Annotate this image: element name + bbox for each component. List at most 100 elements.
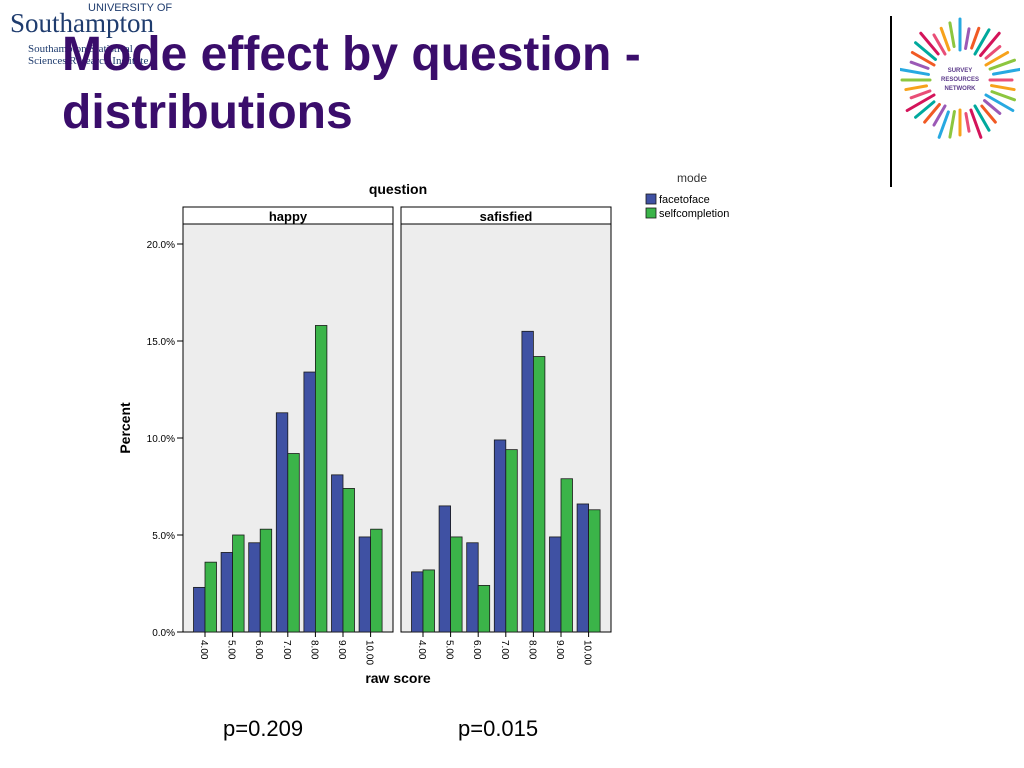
bar-selfcompletion	[450, 536, 463, 633]
logo-spoke	[970, 26, 981, 50]
logo-spoke	[991, 67, 1020, 76]
bar-facetoface	[220, 552, 234, 633]
bar-facetoface	[248, 542, 261, 633]
y-tick-label: 5.0%	[152, 531, 175, 542]
logo-spoke	[914, 100, 936, 119]
legend-label: facetoface	[659, 194, 710, 206]
x-tick-label: 8.00	[308, 640, 319, 660]
x-tick-label: 7.00	[281, 640, 292, 660]
y-axis-label: Percent	[117, 402, 133, 454]
bar-chart: question raw score Percent mode 0.0% 5.0%…	[117, 171, 729, 686]
bar-selfcompletion	[370, 528, 383, 633]
bar-facetoface	[549, 536, 562, 633]
logo-spokes	[900, 17, 1020, 139]
bar-selfcompletion	[287, 453, 300, 633]
x-axis-label: raw score	[365, 670, 431, 686]
chart-title: question	[369, 181, 427, 197]
logo-spoke	[964, 111, 971, 133]
panel-label: safisfied	[480, 209, 533, 224]
bar-selfcompletion	[342, 488, 355, 633]
p-value-happy: p=0.209	[223, 716, 304, 741]
institute-line-1: Southampton Statistical	[28, 43, 133, 55]
university-name: Southampton	[10, 8, 155, 38]
logo-spoke	[984, 45, 1002, 60]
bar-selfcompletion	[422, 569, 435, 633]
logo-spoke	[932, 33, 947, 56]
x-tick-label: 7.00	[499, 640, 510, 660]
bar-facetoface	[275, 412, 289, 633]
logo-spoke	[990, 84, 1016, 92]
legend-swatch	[645, 207, 657, 219]
logo-spoke	[973, 28, 991, 56]
logo-spoke	[909, 60, 930, 70]
bar-facetoface	[576, 503, 589, 633]
bar-facetoface	[438, 505, 452, 633]
logo-spoke	[905, 93, 936, 112]
logo-spoke	[932, 104, 947, 127]
bar-selfcompletion	[259, 528, 273, 633]
title-line-2: distributions	[62, 86, 353, 139]
university-small-label: UNIVERSITY OF	[88, 2, 173, 14]
bar-selfcompletion	[204, 561, 217, 633]
slide-title: Mode effect by question - distributions	[62, 26, 641, 142]
logo-spoke	[919, 31, 940, 56]
logo-spoke	[948, 110, 956, 139]
panel-label: happy	[269, 209, 308, 224]
bar-selfcompletion	[560, 478, 573, 633]
logo-spoke	[980, 104, 997, 124]
x-tick-label: 6.00	[471, 640, 482, 660]
y-tick-label: 10.0%	[147, 434, 175, 445]
logo-spoke	[964, 27, 971, 50]
bar-selfcompletion	[232, 534, 245, 633]
x-tick-label: 5.00	[226, 640, 237, 660]
x-tick-label: 10.00	[582, 640, 593, 665]
logo-spoke	[984, 93, 1015, 112]
logo-spoke	[984, 51, 1010, 67]
x-tick-label: 4.00	[198, 640, 209, 660]
bar-facetoface	[193, 586, 206, 633]
logo-text-resources: RESOURCES	[941, 77, 979, 83]
x-tick-label: 5.00	[444, 640, 455, 660]
bar-facetoface	[466, 542, 479, 633]
logo-spoke	[983, 99, 1002, 115]
title-line-1: Mode effect by question -	[62, 28, 641, 81]
bar-facetoface	[331, 474, 344, 633]
survey-resources-network-logo: SURVEY RESOURCES NETWORK	[900, 17, 1020, 139]
institute-line-2: Sciences Research Institute	[28, 55, 149, 67]
bar-facetoface	[411, 571, 424, 633]
logo-spoke	[990, 90, 1017, 102]
x-tick-label: 9.00	[336, 640, 347, 660]
bar-selfcompletion	[588, 509, 601, 633]
logo-spoke	[979, 31, 1001, 57]
divider-line	[890, 16, 892, 187]
x-tick-label: 4.00	[416, 640, 427, 660]
plot-area: 0.0% 5.0% 10.0% 15.0% 20.0% happy 4.00 5.00 6.00…	[147, 193, 729, 665]
x-tick-label: 8.00	[526, 640, 537, 660]
y-tick-label: 0.0%	[152, 628, 175, 639]
logo-text-network: NETWORK	[945, 86, 977, 92]
logo-text-survey: SURVEY	[948, 68, 973, 74]
bar-facetoface	[493, 439, 507, 633]
x-tick-label: 6.00	[253, 640, 264, 660]
logo-spoke	[904, 84, 929, 92]
logo-spoke	[900, 67, 930, 76]
logo-spoke	[937, 110, 950, 139]
x-tick-label: 10.00	[364, 640, 375, 665]
institute-name: Southampton Statistical Sciences Researc…	[28, 43, 148, 67]
logo-spoke	[988, 58, 1017, 71]
bar-selfcompletion	[314, 325, 328, 633]
bar-facetoface	[303, 371, 316, 633]
p-value-safisfied: p=0.015	[458, 716, 539, 741]
logo-spoke	[909, 89, 932, 100]
legend-swatch	[645, 193, 657, 205]
bar-selfcompletion	[533, 356, 546, 633]
logo-spoke	[923, 103, 941, 124]
logo-spoke	[973, 104, 991, 132]
legend-label: selfcompletion	[659, 208, 729, 220]
x-tick-label: 9.00	[554, 640, 565, 660]
bar-facetoface	[521, 330, 534, 633]
logo-spoke	[948, 21, 956, 49]
y-tick-label: 20.0%	[147, 240, 175, 251]
legend-title: mode	[677, 171, 707, 185]
logo-spoke	[969, 108, 983, 139]
